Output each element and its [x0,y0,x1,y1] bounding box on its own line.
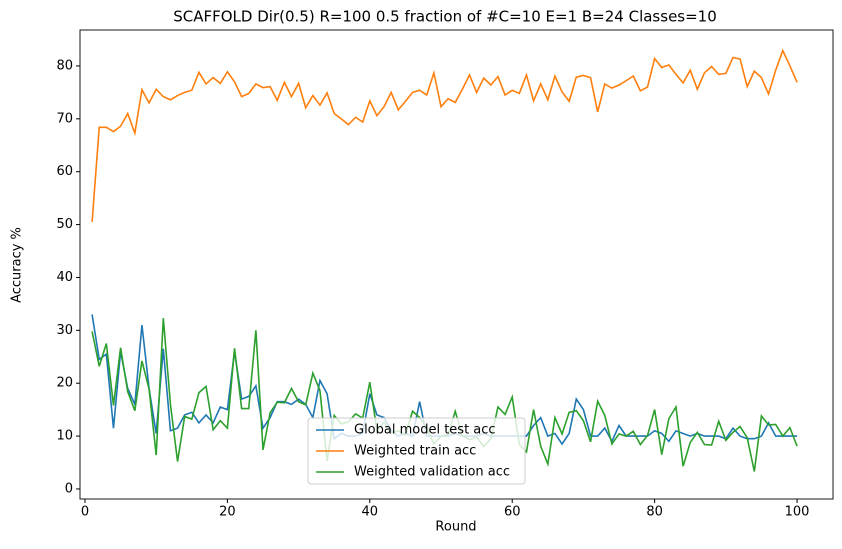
y-tick-label: 20 [56,376,73,391]
x-tick-label: 40 [362,505,379,520]
y-tick-label: 60 [56,164,73,179]
legend-label: Global model test acc [354,423,496,438]
legend-label: Weighted train acc [354,444,476,459]
x-tick-label: 80 [646,505,663,520]
plot-frame [79,29,834,500]
legend-box [307,417,526,485]
y-axis-label: Accuracy % [10,227,25,303]
y-tick-label: 0 [65,481,73,496]
legend-label: Weighted validation acc [354,465,510,480]
y-tick-label: 70 [56,111,73,126]
x-axis-label: Round [435,520,476,535]
legend: Global model test acc Weighted train acc W… [307,417,526,485]
y-tick-label: 50 [56,217,73,232]
y-tick-label: 10 [56,429,73,444]
x-tick-label: 100 [785,505,810,520]
x-tick-label: 60 [504,505,521,520]
x-tick-label: 0 [81,505,89,520]
data-line [91,48,798,223]
y-tick-label: 80 [56,58,73,73]
y-tick-label: 40 [56,270,73,285]
y-tick-label: 30 [56,323,73,338]
chart-title: SCAFFOLD Dir(0.5) R=100 0.5 fraction of … [173,8,717,26]
x-tick-label: 20 [219,505,236,520]
